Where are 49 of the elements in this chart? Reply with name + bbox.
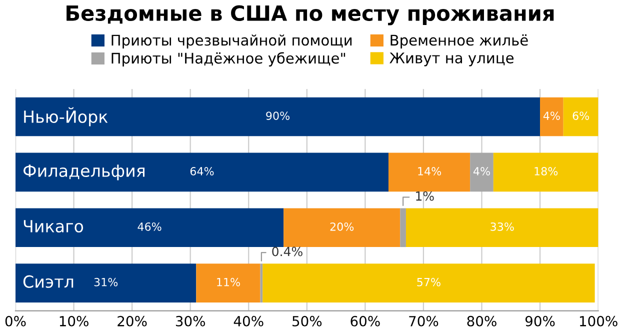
bar bbox=[284, 208, 400, 248]
y-tick-label: Чикаго bbox=[24, 220, 84, 232]
data-label: 14% bbox=[418, 167, 442, 176]
bar bbox=[16, 152, 388, 192]
x-tick-label: 0% bbox=[5, 316, 26, 326]
y-tick-label: Сиэтл bbox=[23, 275, 74, 288]
x-tick-label: 80% bbox=[467, 316, 496, 326]
x-tick-label: 20% bbox=[118, 316, 147, 326]
x-tick-label: 70% bbox=[409, 316, 438, 326]
bar bbox=[470, 152, 494, 192]
bar bbox=[388, 152, 470, 192]
data-label: 1% bbox=[416, 191, 434, 201]
x-tick-label: 50% bbox=[292, 316, 322, 326]
data-label: 4% bbox=[473, 167, 490, 176]
data-label: 31% bbox=[94, 278, 118, 286]
data-label: 33% bbox=[490, 222, 514, 231]
bar bbox=[400, 208, 406, 248]
legend-label: Приюты чрезвычайной помощи bbox=[112, 34, 352, 49]
bar bbox=[540, 97, 564, 136]
legend-label: Временное жильё bbox=[390, 34, 528, 49]
data-label: 18% bbox=[534, 167, 558, 176]
data-label: 11% bbox=[217, 278, 240, 286]
bar bbox=[16, 97, 540, 136]
bar bbox=[493, 152, 598, 192]
data-label: 90% bbox=[266, 112, 290, 120]
y-tick-label: Нью-Йорк bbox=[24, 107, 108, 126]
data-label: 6% bbox=[572, 112, 590, 120]
bar bbox=[16, 264, 196, 302]
bar bbox=[563, 97, 598, 136]
x-tick-label: 90% bbox=[525, 316, 555, 326]
data-label: 57% bbox=[417, 278, 440, 286]
bar bbox=[196, 264, 260, 302]
chart-title: Бездомные в США по месту проживания bbox=[66, 5, 554, 26]
x-tick-label: 10% bbox=[60, 316, 88, 326]
data-label: 64% bbox=[190, 167, 214, 176]
legend-label: Приюты "Надёжное убежище" bbox=[112, 52, 346, 67]
data-label: 0.4% bbox=[272, 246, 302, 256]
legend-label: Живут на улице bbox=[390, 52, 514, 66]
y-tick-label: Филадельфия bbox=[23, 164, 144, 180]
x-tick-label: 40% bbox=[234, 316, 264, 326]
bar bbox=[262, 264, 595, 302]
x-tick-label: 60% bbox=[350, 316, 380, 326]
bar bbox=[16, 208, 284, 248]
bar bbox=[406, 208, 598, 248]
data-label: 4% bbox=[543, 112, 560, 120]
data-label: 46% bbox=[138, 222, 162, 231]
x-tick-label: 100% bbox=[580, 316, 618, 326]
data-label: 20% bbox=[330, 222, 354, 231]
x-tick-label: 30% bbox=[176, 316, 206, 326]
